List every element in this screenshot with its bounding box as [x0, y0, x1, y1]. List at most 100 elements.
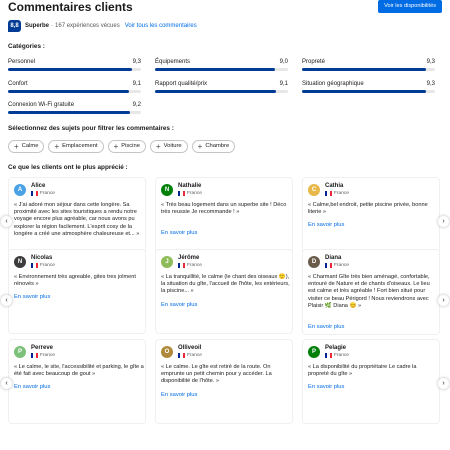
reviewer-country: France [31, 353, 55, 358]
avatar: N [14, 256, 26, 268]
category-bar-fill [155, 90, 277, 93]
score-separator: · [51, 23, 54, 29]
avatar: O [161, 346, 173, 358]
score-badge: 8,8 [8, 20, 21, 32]
score-summary: 8,8 Superbe · 167 expériences vécues Voi… [8, 19, 197, 33]
read-more-link[interactable]: En savoir plus [161, 392, 198, 398]
topic-chip-voiture[interactable]: + Voiture [149, 140, 188, 153]
reviewer-name: Cathia [325, 183, 344, 189]
category-location: Situation géographique 9,3 [302, 81, 435, 93]
topic-filters: + Calme + Emplacement + Piscine + Voiture + C… [8, 140, 236, 153]
plus-icon: + [155, 141, 161, 151]
review-text: « Le calme. Le gîte est retiré de la rou… [161, 364, 272, 385]
category-label: Personnel [8, 59, 36, 65]
carousel-next-button[interactable]: › [438, 216, 449, 227]
carousel-prev-button[interactable]: ‹ [1, 216, 12, 227]
avatar: P [308, 346, 320, 358]
reviewer-name: Nicolas [31, 255, 53, 261]
category-label: Équipements [155, 59, 191, 65]
read-more-link[interactable]: En savoir plus [161, 230, 198, 236]
reviewer-name: Jérôme [178, 255, 200, 261]
category-value: 9,1 [132, 81, 141, 87]
read-more-link[interactable]: En savoir plus [14, 294, 51, 300]
topics-heading: Sélectionnez des sujets pour filtrer les… [8, 125, 174, 132]
category-bar [302, 68, 435, 71]
plus-icon: + [113, 141, 119, 151]
carousel-prev-button[interactable]: ‹ [1, 378, 12, 389]
category-label: Rapport qualité/prix [155, 81, 208, 87]
avatar: C [308, 184, 320, 196]
category-label: Connexion Wi-Fi gratuite [8, 102, 75, 108]
topic-chip-label: Piscine [121, 143, 140, 149]
review-count: 167 expériences vécues [55, 23, 120, 29]
category-bar-fill [302, 90, 426, 93]
review-text: « Environnement très agreable, gites tre… [14, 274, 136, 288]
read-more-link[interactable]: En savoir plus [308, 324, 345, 330]
france-flag-icon [325, 353, 332, 358]
topic-chip-label: Voiture [163, 143, 182, 149]
review-text: « Très beau logement dans un superbe sit… [161, 202, 287, 216]
france-flag-icon [31, 353, 38, 358]
review-card: C Cathia France « Calme,bel endroit, pet… [302, 177, 440, 262]
read-more-link[interactable]: En savoir plus [14, 384, 51, 390]
category-value: 9,2 [132, 102, 141, 108]
category-bar-fill [8, 111, 131, 114]
review-card: P Pelagie France « La disponibilité du p… [302, 339, 440, 424]
france-flag-icon [178, 191, 185, 196]
topic-chip-label: Emplacement [62, 143, 98, 149]
read-more-link[interactable]: En savoir plus [308, 384, 345, 390]
reviewer-name: Nathalie [178, 183, 202, 189]
reviewer-country: France [31, 263, 55, 268]
category-bar [302, 90, 435, 93]
avatar: D [308, 256, 320, 268]
avatar: J [161, 256, 173, 268]
category-facilities: Équipements 9,0 [155, 59, 288, 71]
france-flag-icon [178, 263, 185, 268]
france-flag-icon [325, 263, 332, 268]
review-card: O Olliveoil France « Le calme. Le gîte e… [155, 339, 293, 424]
topic-chip-piscine[interactable]: + Piscine [107, 140, 146, 153]
reviewer-country: France [325, 353, 349, 358]
availability-button[interactable]: Voir les disponibilités [378, 0, 442, 13]
avatar: P [14, 346, 26, 358]
review-text: « La tranquillité, le calme (le chant de… [161, 274, 290, 295]
topic-chip-emplacement[interactable]: + Emplacement [48, 140, 104, 153]
plus-icon: + [14, 141, 19, 151]
france-flag-icon [178, 353, 185, 358]
avatar: N [161, 184, 173, 196]
topic-chip-calme[interactable]: + Calme [8, 140, 45, 153]
avatar: A [14, 184, 26, 196]
category-bar [8, 68, 141, 71]
reviewer-name: Olliveoil [178, 345, 202, 351]
carousel-next-button[interactable]: › [438, 378, 449, 389]
france-flag-icon [31, 191, 38, 196]
reviewer-name: Pelagie [325, 345, 347, 351]
category-bar-fill [302, 68, 426, 71]
plus-icon: + [54, 141, 60, 151]
all-reviews-link[interactable]: Voir tous les commentaires [124, 23, 197, 29]
reviewer-country: France [325, 191, 349, 196]
topic-chip-chambre[interactable]: + Chambre [191, 140, 236, 153]
topic-chip-label: Chambre [205, 143, 230, 149]
category-label: Confort [8, 81, 28, 87]
reviewer-country: France [31, 191, 55, 196]
category-value: 9,0 [279, 59, 288, 65]
category-value: 9,3 [132, 59, 141, 65]
carousel-next-button[interactable]: › [438, 295, 449, 306]
france-flag-icon [325, 191, 332, 196]
category-cleanliness: Propreté 9,3 [302, 59, 435, 71]
category-value-for-money: Rapport qualité/prix 9,1 [155, 81, 288, 93]
score-label: Superbe [25, 23, 50, 29]
topic-chip-label: Calme [21, 143, 39, 149]
reviewer-country: France [178, 191, 202, 196]
category-bar [155, 90, 288, 93]
category-bar-fill [8, 90, 130, 93]
read-more-link[interactable]: En savoir plus [308, 222, 345, 228]
reviewer-name: Alice [31, 183, 46, 189]
read-more-link[interactable]: En savoir plus [161, 302, 198, 308]
carousel-prev-button[interactable]: ‹ [1, 295, 12, 306]
category-label: Situation géographique [302, 81, 364, 87]
category-label: Propreté [302, 59, 326, 65]
header: Commentaires clients Voir les disponibil… [8, 0, 442, 18]
category-wifi: Connexion Wi-Fi gratuite 9,2 [8, 102, 141, 114]
